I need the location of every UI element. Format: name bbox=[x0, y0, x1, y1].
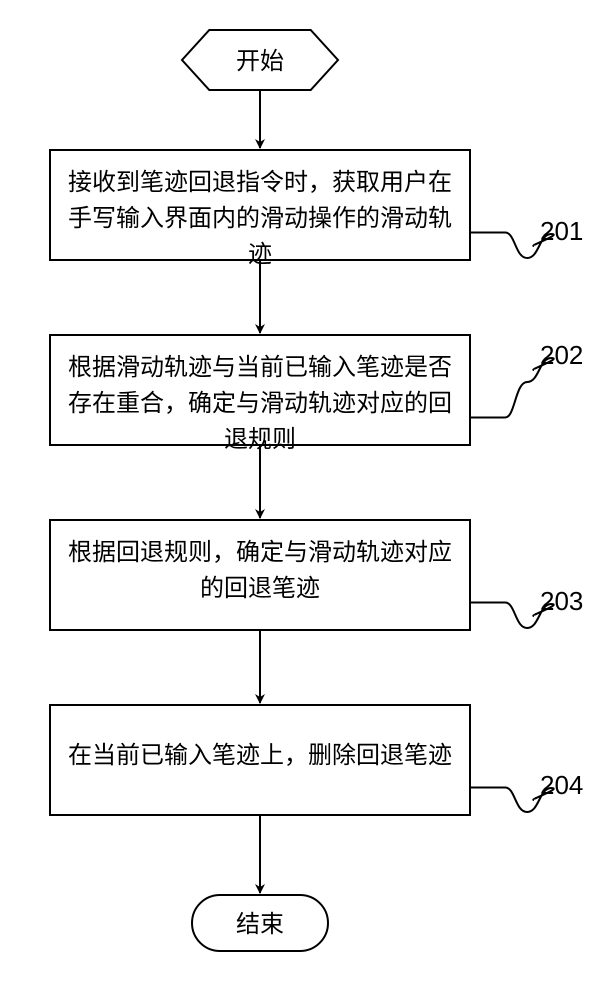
step-4-id: 204 bbox=[540, 770, 583, 801]
start-label: 开始 bbox=[200, 44, 320, 80]
step-4-text: 在当前已输入笔迹上，删除回退笔迹 bbox=[60, 738, 460, 774]
step-1-text: 接收到笔迹回退指令时，获取用户在手写输入界面内的滑动操作的滑动轨迹 bbox=[60, 165, 460, 273]
step-2-id: 202 bbox=[540, 340, 583, 371]
flowchart-canvas: 开始 接收到笔迹回退指令时，获取用户在手写输入界面内的滑动操作的滑动轨迹 根据滑… bbox=[0, 0, 614, 1000]
step-1-id: 201 bbox=[540, 216, 583, 247]
step-3-id: 203 bbox=[540, 586, 583, 617]
flowchart-svg bbox=[0, 0, 614, 1000]
end-label: 结束 bbox=[200, 907, 320, 943]
step-3-text: 根据回退规则，确定与滑动轨迹对应的回退笔迹 bbox=[60, 535, 460, 607]
step-2-text: 根据滑动轨迹与当前已输入笔迹是否存在重合，确定与滑动轨迹对应的回退规则 bbox=[60, 350, 460, 458]
